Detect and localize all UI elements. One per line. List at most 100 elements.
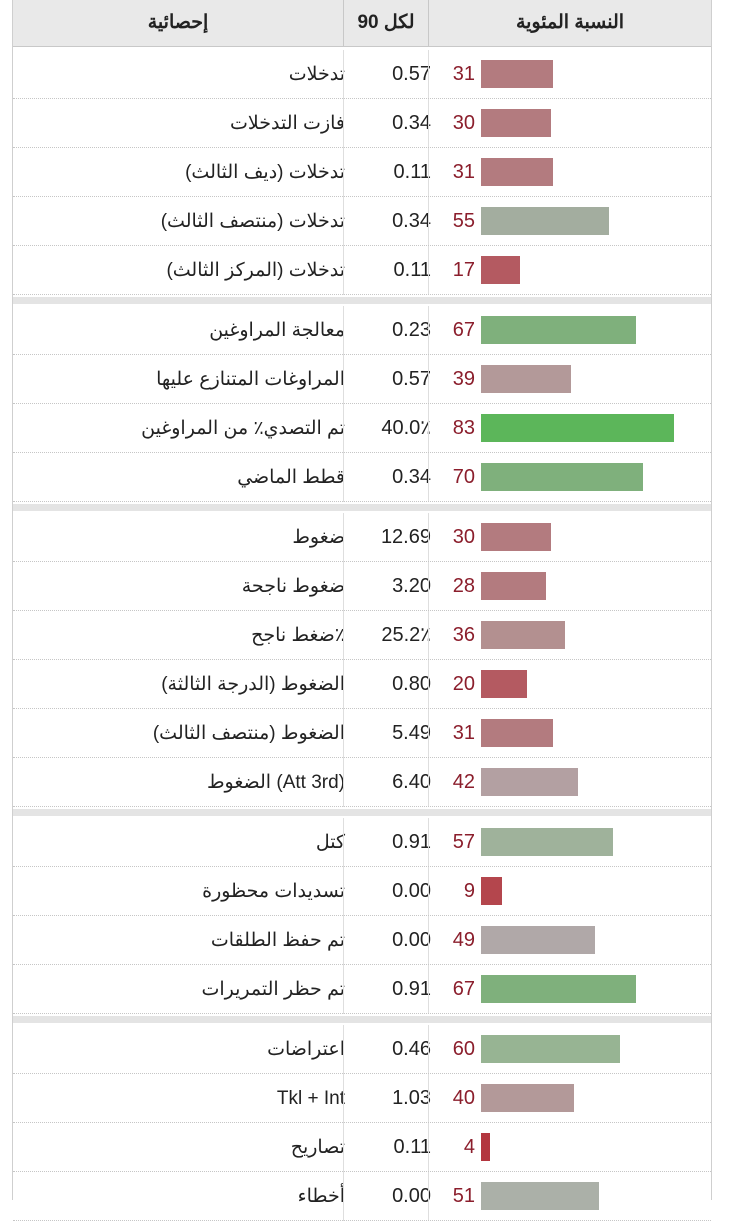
- column-divider: [428, 562, 429, 611]
- per90-value: 6.40: [392, 771, 431, 793]
- column-divider: [343, 453, 344, 502]
- row-divider: [13, 403, 711, 404]
- column-divider: [343, 246, 344, 295]
- column-divider: [343, 404, 344, 453]
- percentile-bar: [481, 877, 502, 905]
- header-divider: [428, 0, 429, 46]
- table-row: معالجة المراوغين 0.23 67: [13, 306, 711, 355]
- percentile-value: 17: [452, 259, 475, 281]
- table-row: تسديدات محظورة 0.00 9: [13, 867, 711, 916]
- per90-value: 3.20: [392, 575, 431, 597]
- percentile-value: 31: [452, 63, 475, 85]
- column-divider: [343, 660, 344, 709]
- percentile-bar: [481, 1084, 574, 1112]
- percentile-bar: [481, 414, 674, 442]
- stat-label: كتل: [315, 832, 345, 853]
- row-divider: [13, 964, 711, 965]
- row-divider: [13, 294, 711, 295]
- table-row: (Att 3rd) الضغوط 6.40 42: [13, 758, 711, 807]
- stat-label: ضغوط: [292, 527, 345, 548]
- percentile-value: 31: [452, 722, 475, 744]
- per90-value: 0.91: [392, 978, 431, 1000]
- per90-value: 0.57: [392, 63, 431, 85]
- group-separator: [13, 809, 711, 816]
- per90-value: 12.69: [380, 526, 431, 548]
- per90-value: 40.0٪: [381, 417, 431, 439]
- percentile-value: 30: [452, 112, 475, 134]
- column-divider: [428, 306, 429, 355]
- row-divider: [13, 354, 711, 355]
- column-divider: [428, 246, 429, 295]
- percentile-value: 67: [452, 319, 475, 341]
- table-row: تدخلات (المركز الثالث) 0.11 17: [13, 246, 711, 295]
- stat-label: Tkl + Int: [276, 1088, 345, 1109]
- stat-label: تصاريح: [290, 1137, 345, 1158]
- stat-label: تدخلات (المركز الثالث): [166, 260, 345, 281]
- row-divider: [13, 1171, 711, 1172]
- row-divider: [13, 806, 711, 807]
- per90-value: 0.34: [392, 466, 431, 488]
- percentile-bar: [481, 670, 527, 698]
- table-row: تم حفظ الطلقات 0.00 49: [13, 916, 711, 965]
- percentile-bar: [481, 158, 553, 186]
- column-divider: [343, 709, 344, 758]
- column-divider: [428, 818, 429, 867]
- column-divider: [428, 965, 429, 1014]
- column-divider: [428, 513, 429, 562]
- column-divider: [343, 1172, 344, 1221]
- row-divider: [13, 561, 711, 562]
- stat-label: تم حظر التمريرات: [201, 979, 345, 1000]
- table-row: قطط الماضي 0.34 70: [13, 453, 711, 502]
- table-row: تدخلات 0.57 31: [13, 50, 711, 99]
- column-divider: [343, 916, 344, 965]
- row-divider: [13, 757, 711, 758]
- row-divider: [13, 196, 711, 197]
- table-row: الضغوط (الدرجة الثالثة) 0.80 20: [13, 660, 711, 709]
- percentile-value: 57: [452, 831, 475, 853]
- table-row: تم حظر التمريرات 0.91 67: [13, 965, 711, 1014]
- column-divider: [343, 1025, 344, 1074]
- percentile-value: 42: [452, 771, 475, 793]
- table-row: تدخلات (منتصف الثالث) 0.34 55: [13, 197, 711, 246]
- column-divider: [343, 99, 344, 148]
- stat-label: فازت التدخلات: [230, 113, 345, 134]
- table-row: أخطاء 0.00 51: [13, 1172, 711, 1221]
- percentile-bar: [481, 256, 520, 284]
- row-divider: [13, 98, 711, 99]
- stat-label: تم حفظ الطلقات: [210, 930, 345, 951]
- table-row: تصاريح 0.11 4: [13, 1123, 711, 1172]
- column-divider: [343, 758, 344, 807]
- column-divider: [343, 513, 344, 562]
- header-per90: لكل 90: [357, 12, 415, 33]
- percentile-value: 4: [463, 1136, 475, 1158]
- percentile-value: 55: [452, 210, 475, 232]
- percentile-bar: [481, 621, 565, 649]
- table-row: ضغوط ناجحة 3.20 28: [13, 562, 711, 611]
- column-divider: [343, 50, 344, 99]
- stat-label: الضغوط (الدرجة الثالثة): [161, 674, 345, 695]
- stat-label: قطط الماضي: [237, 467, 345, 488]
- column-divider: [428, 611, 429, 660]
- stat-label: تدخلات: [288, 64, 345, 85]
- row-divider: [13, 245, 711, 246]
- stats-table: إحصائية لكل 90 النسبة المئوية تدخلات 0.57…: [12, 0, 712, 1221]
- percentile-bar: [481, 719, 553, 747]
- percentile-value: 83: [452, 417, 475, 439]
- percentile-value: 70: [452, 466, 475, 488]
- row-divider: [13, 501, 711, 502]
- column-divider: [343, 306, 344, 355]
- group-separator: [13, 1016, 711, 1023]
- percentile-bar: [481, 1133, 490, 1161]
- per90-value: 5.49: [392, 722, 431, 744]
- percentile-bar: [481, 523, 551, 551]
- stat-label: تسديدات محظورة: [202, 881, 345, 902]
- percentile-value: 51: [452, 1185, 475, 1207]
- percentile-value: 40: [452, 1087, 475, 1109]
- per90-value: 0.34: [392, 112, 431, 134]
- column-divider: [428, 660, 429, 709]
- per90-value: 0.34: [392, 210, 431, 232]
- per90-value: 25.2٪: [381, 624, 431, 646]
- column-divider: [343, 562, 344, 611]
- percentile-value: 9: [463, 880, 475, 902]
- column-divider: [428, 758, 429, 807]
